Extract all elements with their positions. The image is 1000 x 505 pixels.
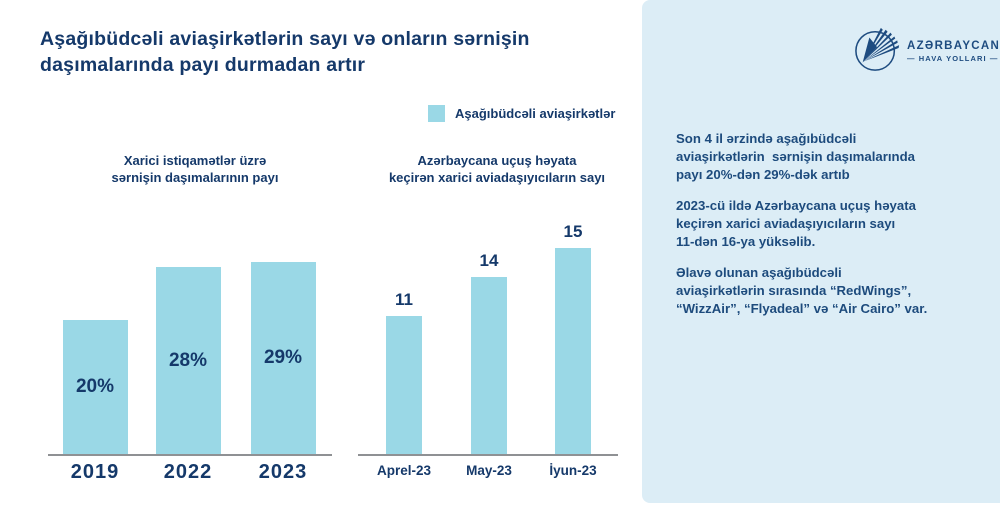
panel-paragraph-carriers-line1: 2023-cü ildə Azərbaycana uçuş həyata [676,198,916,213]
azal-logo: AZƏRBAYCAN — HAVA YOLLARI — [853,25,1000,78]
share-axis-label-2023: 2023 [258,461,308,483]
carriers-bar-aprel [386,316,422,454]
carriers-bar-iyun [555,248,591,454]
share-bar-2019 [63,320,128,454]
info-panel-text: Son 4 il ərzində aşağıbüdcəli aviaşirkət… [676,130,976,331]
info-panel [642,0,1000,503]
share-bar-2019-value: 20% [75,376,115,397]
legend-label: Aşağıbüdcəli aviaşirkətlər [455,106,616,121]
page-title-line1: Aşağıbüdcəli aviaşirkətlərin sayı və onl… [40,28,530,50]
panel-paragraph-carriers: 2023-cü ildə Azərbaycana uçuş həyata keç… [676,197,976,251]
panel-paragraph-growth-line2: aviaşirkətlərin sərnişin daşımalarında [676,149,915,164]
airline-wing-icon [853,25,903,78]
carriers-chart-title: Azərbaycana uçuş həyata keçirən xarici a… [368,152,626,186]
panel-paragraph-airlines-line2: aviaşirkətlərin sırasında “RedWings”, [676,283,912,298]
carriers-axis-label-may: May-23 [466,463,512,478]
share-chart-title: Xarici istiqamətlər üzrə sərnişin daşıma… [55,152,335,186]
panel-paragraph-growth-line3: payı 20%-dən 29%-dək artıb [676,167,850,182]
share-axis-label-2022: 2022 [163,461,213,483]
panel-paragraph-airlines: Əlavə olunan aşağıbüdcəli aviaşirkətləri… [676,264,976,318]
panel-paragraph-growth-line1: Son 4 il ərzində aşağıbüdcəli [676,131,857,146]
panel-paragraph-airlines-line1: Əlavə olunan aşağıbüdcəli [676,265,842,280]
page-title: Aşağıbüdcəli aviaşirkətlərin sayı və onl… [40,26,640,78]
share-bar-2022 [156,267,221,454]
carriers-bar-may [471,277,507,454]
azal-logo-subtitle: — HAVA YOLLARI — [907,54,999,63]
carriers-axis-label-aprel: Aprel-23 [376,463,432,478]
panel-paragraph-carriers-line3: 11-dən 16-ya yüksəlib. [676,234,816,249]
azal-logo-name: AZƏRBAYCAN [907,40,1000,52]
legend: Aşağıbüdcəli aviaşirkətlər [428,105,615,122]
azal-logo-text: AZƏRBAYCAN — HAVA YOLLARI — [907,40,1000,63]
carriers-chart-axis [358,454,618,456]
carriers-bar-aprel-value: 11 [395,290,413,309]
share-chart-axis [48,454,332,456]
share-bar-2022-value: 28% [168,350,208,371]
panel-paragraph-growth: Son 4 il ərzində aşağıbüdcəli aviaşirkət… [676,130,976,184]
carriers-chart-title-line1: Azərbaycana uçuş həyata [417,153,577,168]
carriers-axis-label-iyun: İyun-23 [549,463,597,478]
page-title-line2: daşımalarında payı durmadan artır [40,54,366,76]
panel-paragraph-airlines-line3: “WizzAir”, “Flyadeal” və “Air Cairo” var… [676,301,928,316]
legend-swatch [428,105,445,122]
share-axis-label-2019: 2019 [70,461,120,483]
carriers-bar-iyun-value: 15 [563,222,583,241]
share-chart-title-line2: sərnişin daşımalarının payı [111,170,279,185]
share-bar-2023 [251,262,316,454]
share-bar-2023-value: 29% [263,347,303,368]
carriers-bar-may-value: 14 [479,251,499,270]
share-chart-title-line1: Xarici istiqamətlər üzrə [123,153,267,168]
panel-paragraph-carriers-line2: keçirən xarici aviadaşıyıcıların sayı [676,216,896,231]
carriers-chart-title-line2: keçirən xarici aviadaşıyıcıların sayı [388,170,606,185]
